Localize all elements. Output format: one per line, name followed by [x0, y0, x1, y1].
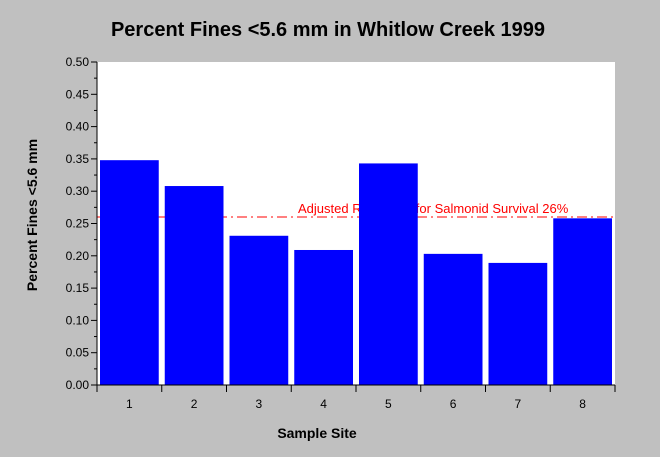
y-tick-label: 0.45	[66, 87, 90, 101]
x-tick-label: 8	[579, 397, 586, 411]
bar-8	[553, 218, 612, 385]
reference-line-label: Adjusted Reference for Salmonid Survival…	[298, 201, 569, 216]
x-tick-label: 5	[385, 397, 392, 411]
chart-title: Percent Fines <5.6 mm in Whitlow Creek 1…	[111, 19, 545, 41]
bars	[100, 160, 612, 385]
x-ticks: 1 2 3 4 5 6 7 8	[96, 385, 616, 411]
x-tick-label: 7	[515, 397, 522, 411]
x-axis-label: Sample Site	[277, 425, 357, 441]
y-tick-label: 0.05	[66, 346, 90, 360]
bar-7	[488, 262, 548, 385]
y-tick-label: 0.10	[66, 313, 90, 327]
y-tick-label: 0.30	[66, 184, 90, 198]
y-ticks: 0.00 0.05 0.10 0.15 0.20 0.25 0.30 0.35 0.40 0.45…	[66, 55, 97, 392]
y-axis-label: Percent Fines <5.6 mm	[24, 139, 40, 291]
y-tick-label: 0.00	[66, 378, 90, 392]
y-tick-label: 0.20	[66, 249, 90, 263]
bar-3	[229, 235, 289, 385]
bar-5	[359, 163, 418, 385]
x-tick-label: 2	[191, 397, 198, 411]
y-tick-label: 0.50	[66, 55, 90, 69]
y-tick-label: 0.15	[66, 281, 90, 295]
y-tick-label: 0.25	[66, 217, 90, 231]
x-tick-label: 6	[450, 397, 457, 411]
bar-4	[294, 249, 353, 385]
x-tick-label: 4	[320, 397, 327, 411]
y-tick-label: 0.40	[66, 120, 90, 134]
bar-1	[100, 160, 159, 385]
bar-2	[164, 186, 224, 385]
x-tick-label: 3	[256, 397, 263, 411]
y-tick-label: 0.35	[66, 152, 90, 166]
bar-6	[423, 253, 483, 385]
x-tick-label: 1	[126, 397, 133, 411]
